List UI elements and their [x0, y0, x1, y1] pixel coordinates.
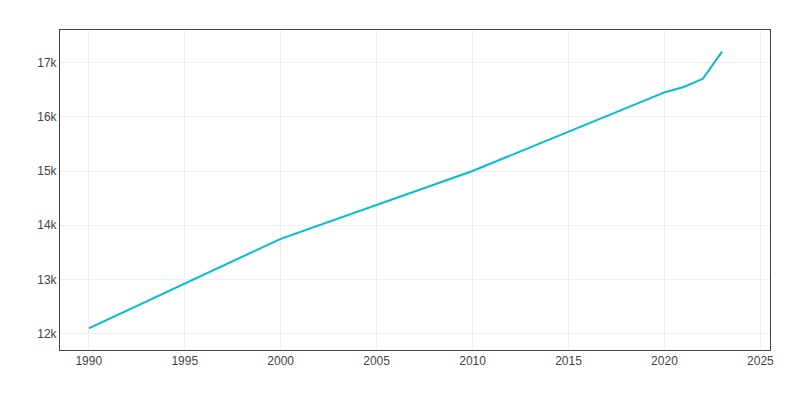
svg-text:2000: 2000	[267, 354, 294, 368]
svg-text:1995: 1995	[171, 354, 198, 368]
svg-text:2025: 2025	[747, 354, 774, 368]
svg-text:2010: 2010	[459, 354, 486, 368]
svg-text:17k: 17k	[37, 56, 57, 70]
svg-text:16k: 16k	[37, 110, 57, 124]
svg-text:15k: 15k	[37, 164, 57, 178]
svg-text:13k: 13k	[37, 273, 57, 287]
svg-text:12k: 12k	[37, 327, 57, 341]
svg-text:2015: 2015	[555, 354, 582, 368]
svg-text:2005: 2005	[363, 354, 390, 368]
svg-text:1990: 1990	[75, 354, 102, 368]
svg-text:2020: 2020	[651, 354, 678, 368]
svg-text:14k: 14k	[37, 218, 57, 232]
